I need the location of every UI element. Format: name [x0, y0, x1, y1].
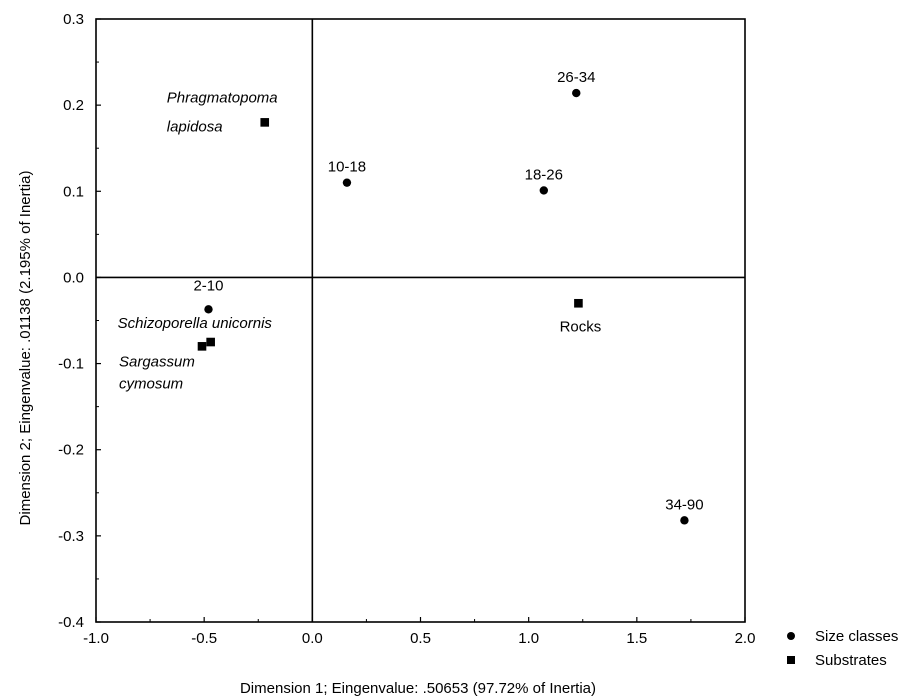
point-label: Phragmatopoma lapidosa — [167, 89, 278, 135]
legend-marker-circle — [787, 632, 795, 640]
legend-label: Substrates — [815, 652, 887, 669]
legend: Size classes Substrates — [787, 628, 898, 669]
point-label-line: cymosum — [119, 375, 183, 392]
substrate-point — [206, 337, 215, 347]
point-label: Schizoporella unicornis — [118, 315, 273, 332]
y-tick-label: 0.3 — [63, 11, 84, 28]
point-label: 34-90 — [665, 496, 703, 513]
x-tick-label: 0.0 — [302, 630, 323, 647]
x-axis-title: Dimension 1; Eingenvalue: .50653 (97.72%… — [240, 680, 596, 697]
x-tick-label: 1.0 — [518, 630, 539, 647]
size-class-point — [204, 305, 213, 314]
point-label-line: Sargassum — [119, 353, 195, 370]
substrate-point — [574, 298, 583, 308]
point-label: Sargassum cymosum — [119, 353, 195, 392]
y-tick-label: -0.4 — [58, 614, 84, 631]
x-tick-label: 1.5 — [626, 630, 647, 647]
substrate-point — [260, 118, 270, 127]
size-class-point — [680, 516, 689, 525]
legend-label: Size classes — [815, 628, 898, 645]
size-class-point — [539, 186, 549, 195]
size-class-point — [342, 178, 352, 187]
point-label-line: Phragmatopoma — [167, 89, 278, 106]
legend-marker-square — [787, 656, 795, 664]
y-tick-label: 0.0 — [63, 269, 84, 286]
substrate-point — [197, 342, 207, 351]
point-label: 26-34 — [557, 69, 595, 86]
y-axis-title: Dimension 2; Eingenvalue: .01138 (2.195%… — [17, 171, 34, 526]
size-class-point — [572, 88, 581, 98]
x-tick-label: -1.0 — [83, 630, 109, 647]
y-tick-label: 0.2 — [63, 97, 84, 114]
x-tick-label: 2.0 — [735, 630, 756, 647]
y-tick-label: -0.3 — [58, 528, 84, 545]
x-tick-label: -0.5 — [191, 630, 217, 647]
y-tick-label: 0.1 — [63, 183, 84, 200]
point-label: Rocks — [560, 318, 602, 335]
point-label: 10-18 — [328, 159, 366, 176]
point-label: 2-10 — [193, 277, 223, 294]
y-tick-label: -0.1 — [58, 356, 84, 373]
point-label-line: lapidosa — [167, 118, 223, 135]
y-tick-label: -0.2 — [58, 442, 84, 459]
point-label: 18-26 — [525, 166, 563, 183]
plot-area: -1.0 -0.5 0.0 0.5 1.0 1.5 2.0 0.3 0.2 0.1 0.0 -0.1 -… — [58, 11, 755, 647]
x-tick-label: 0.5 — [410, 630, 431, 647]
